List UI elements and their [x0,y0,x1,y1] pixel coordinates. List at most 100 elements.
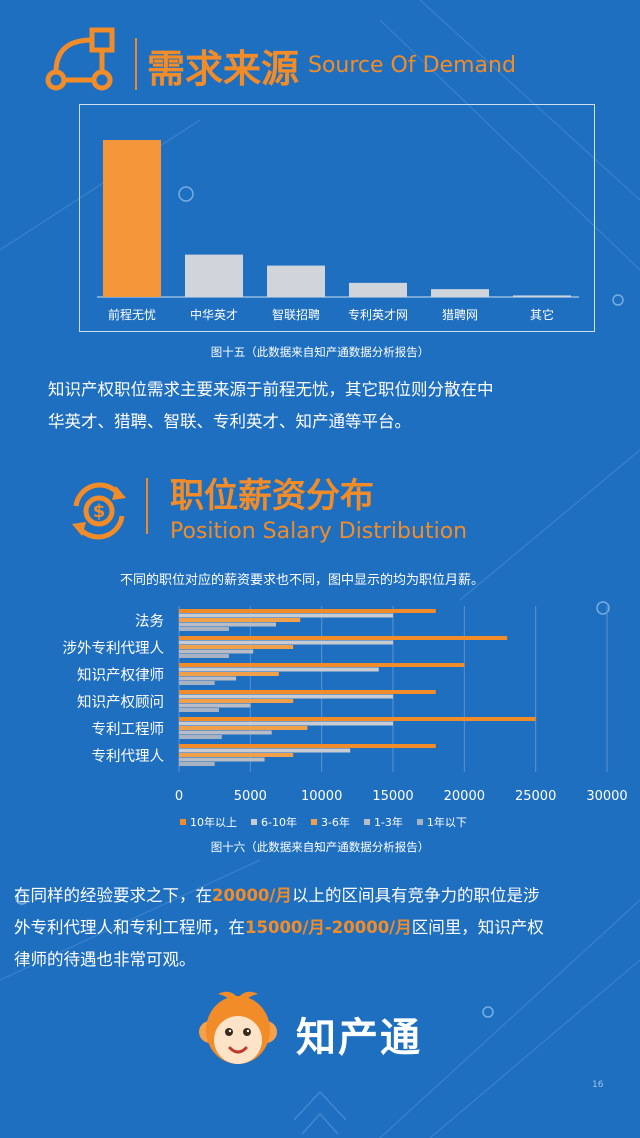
chart2-legend: 10年以上 6-10年 3-6年 1-3年 1年以下 [180,814,481,830]
legend-item-1-3y: 1-3年 [363,814,403,830]
chart2-bar [179,735,222,739]
chart2-bar [179,676,237,681]
legend-item-under-1y: 1年以下 [416,814,467,830]
chart2-bar [179,717,536,721]
page-number: 16 [592,1080,604,1090]
chart2-x-tick: 25000 [515,789,556,804]
salary-distribution-chart: 0 5000 10000 15000 20000 25000 30000 法务涉外专利代理人知… [63,606,628,804]
p2-text: 在同样的经验要求之下，在 [14,886,212,905]
chart2-bar [179,667,379,672]
chart1-x-label: 前程无忧 [108,307,156,322]
chart2-bar [179,663,465,667]
chart2-bar [179,757,265,762]
section2-subtitle: Position Salary Distribution [170,519,468,544]
paragraph-1-line-2: 华英才、猎聘、智联、专利英才、知产通等平台。 [48,412,411,431]
chart1-x-label: 中华英才 [190,307,238,322]
chart2-x-tick: 30000 [586,789,627,804]
chart2-bar [179,762,215,766]
chart2-y-label: 涉外专利代理人 [63,640,165,657]
legend-item-10y: 10年以上 [180,814,237,830]
chart1-x-label: 猎聘网 [442,308,478,322]
chart2-y-label: 法务 [135,613,164,630]
paragraph-2-line-3: 律师的待遇也非常可观。 [14,950,196,969]
p2-text: 外专利代理人和专利工程师，在 [14,918,245,937]
chart1-bar [103,140,161,297]
paragraph-2-line-1: 在同样的经验要求之下，在20000/月以上的区间具有竞争力的职位是涉 [14,880,634,912]
chart1-bar [431,289,489,297]
section1-subtitle: Source Of Demand [308,53,516,78]
chart1-bar [185,254,243,297]
chart2-bar [179,654,229,658]
legend-label: 6-10年 [261,816,297,829]
chart2-y-label: 知识产权律师 [77,667,164,684]
legend-swatch [416,819,423,825]
chart2-bar [179,744,436,748]
chart1-caption: 图十五（此数据来自知产通数据分析报告） [210,345,430,359]
chart1-x-label: 智联招聘 [272,307,320,322]
chart2-bar [179,613,393,618]
chart2-bar [179,708,219,712]
legend-swatch [251,819,257,825]
chart2-x-tick: 0 [175,789,183,804]
legend-item-6-10y: 6-10年 [251,814,297,830]
chart1-x-label: 其它 [530,307,554,322]
chart2-y-label: 专利代理人 [92,748,165,765]
chart2-bar [179,730,272,735]
legend-label: 3-6年 [320,816,350,829]
paragraph-1: 知识产权职位需求主要来源于前程无忧，其它职位则分散在中 华英才、猎聘、智联、专利… [48,374,608,438]
salary-note: 不同的职位对应的薪资要求也不同，图中显示的均为职位月薪。 [120,573,485,588]
demand-source-chart: 前程无忧 中华英才 智联招聘 专利英才网 猎聘网 其它 [97,140,579,322]
chart2-bar [179,645,294,649]
chart2-bar [179,694,393,699]
chart2-bar [179,609,436,613]
paragraph-2-line-2: 外专利代理人和专利工程师，在15000/月-20000/月区间里，知识产权 [14,912,634,944]
chart2-bar [179,681,215,685]
flowchart-icon [45,27,115,91]
legend-item-3-6y: 3-6年 [310,814,350,830]
chart2-bar [179,748,351,753]
chart1-frame [79,104,595,332]
chart2-x-tick: 5000 [234,789,267,804]
brand-name: 知产通 [296,1015,422,1061]
section2-title: 职位薪资分布 [170,476,374,516]
chart2-y-label: 专利工程师 [92,721,165,738]
chart2-bar [179,618,301,622]
section1-title: 需求来源 [147,47,300,91]
chart2-bar [179,627,229,631]
chart2-bar [179,753,294,757]
chart1-bar [267,265,325,297]
paragraph-1-line-1: 知识产权职位需求主要来源于前程无忧，其它职位则分散在中 [48,380,494,399]
monkey-mascot-icon [199,991,277,1064]
chart2-bar [179,622,277,627]
p2-highlight: 20000/月 [212,886,292,905]
svg-text:$: $ [93,501,106,522]
legend-swatch [310,819,317,825]
dollar-cycle-icon: $ [72,482,126,540]
chart2-x-tick: 20000 [444,789,485,804]
chart1-bar [349,282,407,297]
chart2-bar [179,672,279,676]
p2-text: 以上的区间具有竞争力的职位是涉 [291,886,540,905]
chart1-x-label: 专利英才网 [348,307,408,322]
chart2-bar [179,703,251,708]
legend-swatch [363,819,370,825]
chart2-bar [179,726,308,730]
paragraph-2: 在同样的经验要求之下，在20000/月以上的区间具有竞争力的职位是涉 外专利代理… [14,880,634,976]
chart2-bar [179,690,436,694]
legend-label: 1年以下 [426,816,467,829]
chart2-y-label: 知识产权顾问 [77,694,164,711]
legend-label: 1-3年 [373,816,403,829]
chart2-bar [179,699,294,703]
section1-divider [135,38,137,90]
chart2-caption: 图十六（此数据来自知产通数据分析报告） [210,840,430,854]
chart2-x-tick: 15000 [372,789,413,804]
section2-divider [146,478,148,534]
chart1-bar [513,295,571,297]
chart2-bar [179,636,508,640]
chart2-bar [179,721,393,726]
chart2-bar [179,640,393,645]
chart2-bar [179,649,254,654]
p2-text: 区间里，知识产权 [411,918,544,937]
chart2-x-tick: 10000 [301,789,342,804]
